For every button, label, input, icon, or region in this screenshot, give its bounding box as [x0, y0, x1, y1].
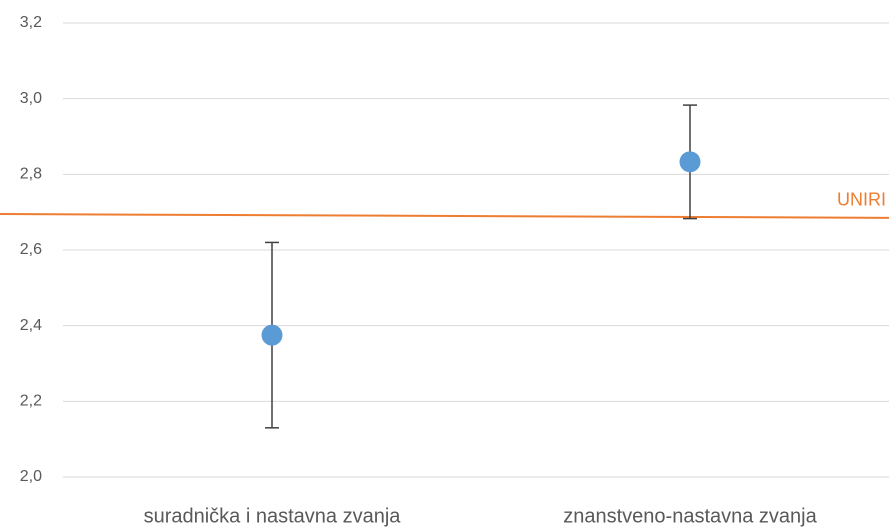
x-tick-label: suradnička i nastavna zvanja [144, 505, 402, 527]
x-tick-label: znanstveno-nastavna zvanja [563, 505, 817, 527]
point [679, 151, 701, 173]
y-tick-label: 2,8 [20, 166, 42, 183]
y-tick-label: 3,2 [20, 14, 42, 31]
reference-label: UNIRI [837, 190, 886, 210]
y-tick-label: 2,2 [20, 393, 42, 410]
y-tick-label: 3,0 [20, 90, 42, 107]
y-tick-label: 2,4 [20, 317, 42, 334]
y-tick-label: 2,0 [20, 468, 42, 485]
point [261, 324, 283, 346]
y-tick-label: 2,6 [20, 241, 42, 258]
reference-line [0, 213, 889, 219]
